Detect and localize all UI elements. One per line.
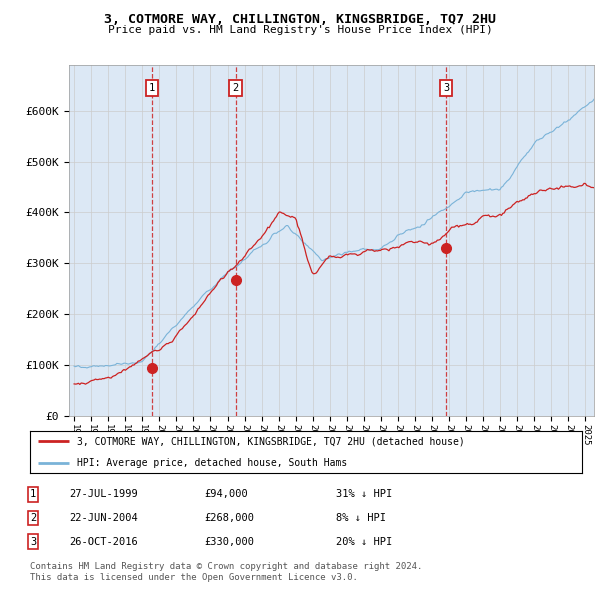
- Text: 22-JUN-2004: 22-JUN-2004: [69, 513, 138, 523]
- Text: HPI: Average price, detached house, South Hams: HPI: Average price, detached house, Sout…: [77, 458, 347, 467]
- Text: 3, COTMORE WAY, CHILLINGTON, KINGSBRIDGE, TQ7 2HU (detached house): 3, COTMORE WAY, CHILLINGTON, KINGSBRIDGE…: [77, 437, 464, 446]
- Text: 27-JUL-1999: 27-JUL-1999: [69, 490, 138, 499]
- Text: 3: 3: [443, 83, 449, 93]
- Text: Contains HM Land Registry data © Crown copyright and database right 2024.: Contains HM Land Registry data © Crown c…: [30, 562, 422, 571]
- Text: 8% ↓ HPI: 8% ↓ HPI: [336, 513, 386, 523]
- Text: 2: 2: [30, 513, 36, 523]
- Text: 1: 1: [149, 83, 155, 93]
- Text: 2: 2: [232, 83, 239, 93]
- Text: £94,000: £94,000: [204, 490, 248, 499]
- Text: 31% ↓ HPI: 31% ↓ HPI: [336, 490, 392, 499]
- Text: This data is licensed under the Open Government Licence v3.0.: This data is licensed under the Open Gov…: [30, 573, 358, 582]
- Text: £268,000: £268,000: [204, 513, 254, 523]
- Text: 1: 1: [30, 490, 36, 499]
- Text: Price paid vs. HM Land Registry's House Price Index (HPI): Price paid vs. HM Land Registry's House …: [107, 25, 493, 35]
- Text: 3, COTMORE WAY, CHILLINGTON, KINGSBRIDGE, TQ7 2HU: 3, COTMORE WAY, CHILLINGTON, KINGSBRIDGE…: [104, 13, 496, 26]
- Text: £330,000: £330,000: [204, 537, 254, 546]
- Text: 20% ↓ HPI: 20% ↓ HPI: [336, 537, 392, 546]
- Text: 26-OCT-2016: 26-OCT-2016: [69, 537, 138, 546]
- Text: 3: 3: [30, 537, 36, 546]
